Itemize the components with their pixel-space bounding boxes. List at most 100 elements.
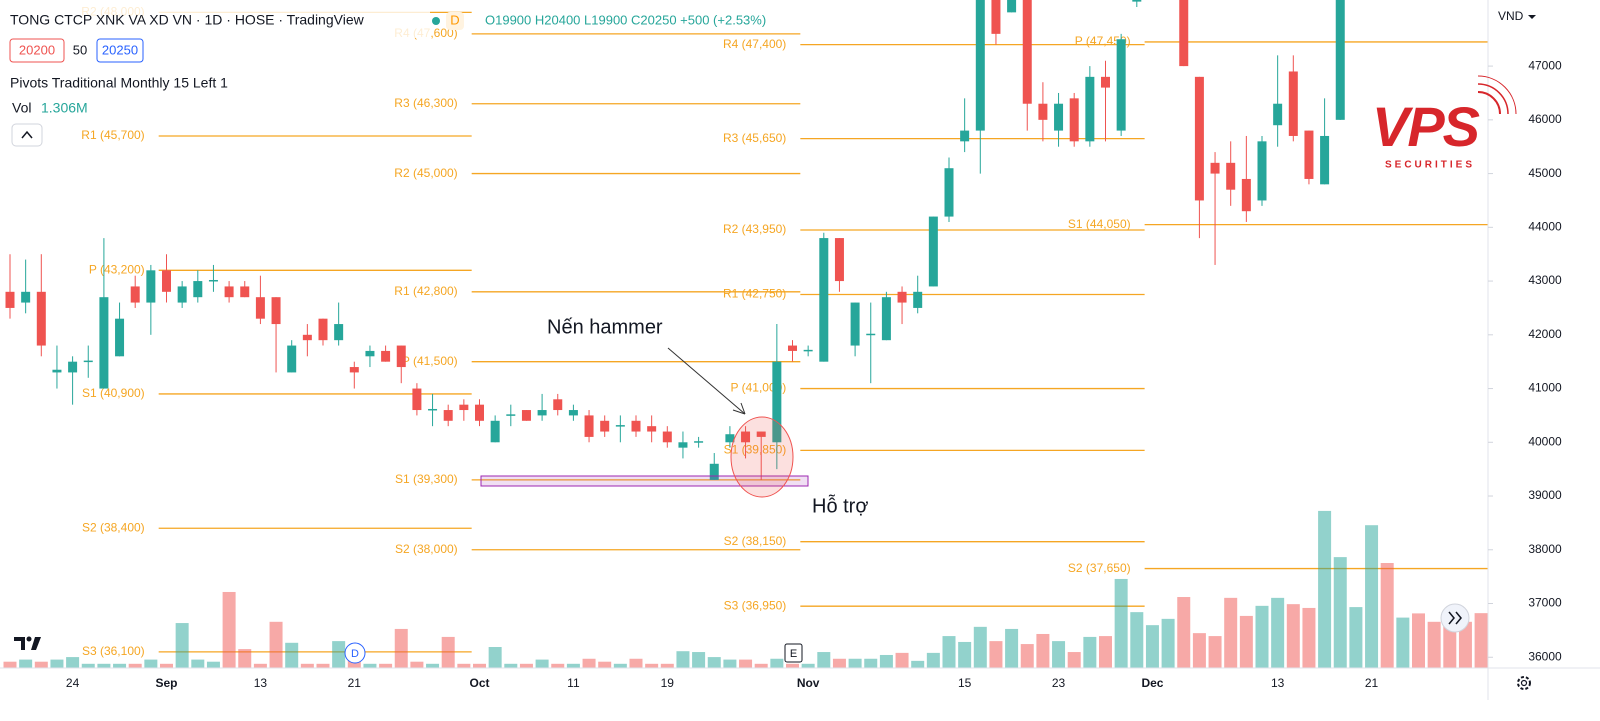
volume-bar (19, 659, 33, 668)
candle-body (584, 415, 594, 437)
pivot-label: R4 (47,400) (723, 37, 786, 51)
candle-body (600, 420, 610, 432)
volume-bar (50, 659, 64, 668)
y-tick-label: 42000 (1528, 327, 1562, 341)
candle-body (694, 441, 704, 443)
pivot-label: R2 (45,000) (394, 166, 457, 180)
candle-body (803, 349, 813, 352)
volume-bar (394, 628, 408, 668)
volume-bar (1396, 617, 1410, 668)
y-tick-label: 47000 (1528, 58, 1562, 72)
volume-bar (817, 652, 831, 668)
volume-bar (1474, 613, 1488, 668)
pivot-label: R1 (42,800) (394, 284, 457, 298)
settings-icon[interactable] (1520, 679, 1528, 687)
candle-body (709, 463, 719, 480)
volume-bar (1052, 641, 1066, 668)
scroll-icon[interactable] (1448, 611, 1462, 625)
logo-arc (1477, 91, 1501, 115)
candle-body (208, 279, 218, 282)
volume-bar (848, 658, 862, 668)
y-tick-label: 41000 (1528, 381, 1562, 395)
volume-bar (144, 659, 158, 668)
volume-bar (1224, 597, 1238, 668)
header-bg (0, 4, 430, 38)
volume-bar (410, 661, 424, 668)
volume-bar (1130, 612, 1144, 668)
pivot-label: S1 (40,900) (82, 386, 145, 400)
volume-bar (97, 663, 111, 668)
candle-body (240, 286, 250, 298)
volume-bar (1192, 633, 1206, 668)
scroll-button[interactable] (1440, 603, 1470, 633)
candle-body (1257, 141, 1267, 201)
plot-area: R2 (48,000)R1 (45,700)P (43,200)S1 (40,9… (3, 0, 1488, 668)
marker-label[interactable]: D (351, 648, 359, 660)
candle-body (490, 420, 500, 443)
volume-bar (363, 663, 377, 668)
volume-bar (1255, 605, 1269, 668)
volume-bar (801, 663, 815, 668)
logo-brand: VPS (1372, 95, 1480, 158)
candle-body (1007, 0, 1017, 13)
buy-price[interactable]: 20250 (102, 42, 138, 57)
pivot-label: S3 (36,950) (724, 598, 787, 612)
volume-bar (754, 663, 768, 668)
volume-bar (1458, 621, 1472, 668)
candle-body (788, 345, 797, 351)
candle-body (349, 367, 359, 373)
candle-body (1022, 0, 1032, 104)
volume-bar (973, 626, 987, 668)
sell-price[interactable]: 20200 (19, 42, 55, 57)
volume-bar (426, 663, 440, 668)
collapse-icon[interactable] (21, 130, 33, 139)
volume-bar (1145, 625, 1159, 668)
earnings-marker[interactable] (784, 643, 803, 663)
candle-body (1069, 98, 1079, 142)
volume-bar (1239, 615, 1253, 668)
volume-bar (1099, 636, 1112, 668)
currency-caret[interactable] (1528, 15, 1536, 19)
x-tick-label: 21 (1365, 676, 1379, 690)
buy-box[interactable] (96, 38, 144, 63)
candle-body (83, 360, 93, 363)
volume-bar (191, 659, 205, 668)
x-tick-label: 11 (567, 676, 580, 690)
sell-box[interactable] (9, 38, 65, 63)
candle-body (318, 318, 328, 341)
candle-body (193, 281, 203, 298)
candle-body (115, 318, 125, 357)
candle-body (1304, 130, 1314, 179)
collapse-button[interactable] (11, 123, 43, 147)
support-zone (480, 475, 809, 487)
volume-bar (441, 636, 455, 668)
x-tick-label: Nov (797, 676, 820, 690)
volume-bar (660, 663, 674, 668)
candle-body (537, 410, 547, 416)
candle-body (99, 297, 109, 389)
settings-button[interactable] (1517, 676, 1531, 690)
marker-label[interactable]: E (790, 648, 797, 660)
currency-label[interactable]: VND (1498, 9, 1524, 23)
volume-bar (911, 660, 925, 668)
volume-bar (1271, 597, 1285, 668)
pivot-label: P (41,500) (402, 354, 458, 368)
candle-body (881, 297, 891, 341)
candle-body (1226, 162, 1236, 190)
pivot-label: R2 (43,950) (723, 222, 786, 236)
logo-bg (12, 630, 44, 658)
candle-body (1179, 0, 1189, 67)
volume-bar (832, 658, 846, 668)
candle-body (21, 291, 31, 303)
dividend-marker[interactable] (344, 642, 366, 664)
candle-body (396, 345, 406, 368)
y-tick-label: 36000 (1528, 649, 1562, 663)
logo-mark (31, 637, 41, 650)
volume-bar (1020, 644, 1034, 668)
volume-bar (692, 652, 706, 668)
volume-bar (504, 663, 518, 668)
volume-bar (645, 663, 659, 668)
volume-bar (66, 657, 80, 668)
